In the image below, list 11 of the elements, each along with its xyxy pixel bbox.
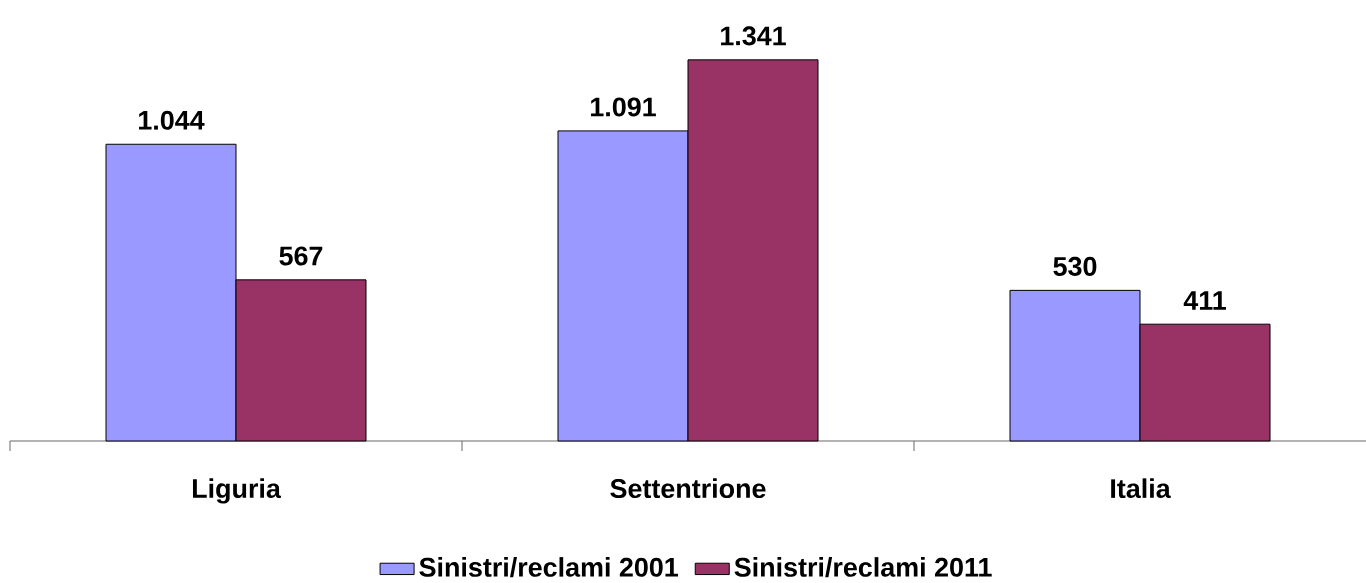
data-label: 1.091 (591, 97, 656, 117)
data-label: 567 (279, 246, 323, 266)
data-label: 1.341 (721, 26, 786, 46)
data-label: 530 (1053, 256, 1097, 276)
x-tick-label: Settentrione (610, 478, 766, 499)
x-tick-label: Liguria (192, 478, 282, 504)
x-tick-label: Italia (1111, 478, 1171, 499)
data-label: 1.044 (139, 110, 205, 130)
legend-label: Sinistri/reclami 2001 (419, 557, 678, 578)
data-label: 411 (1183, 291, 1226, 310)
legend-label: Sinistri/reclami 2011 (734, 557, 992, 578)
